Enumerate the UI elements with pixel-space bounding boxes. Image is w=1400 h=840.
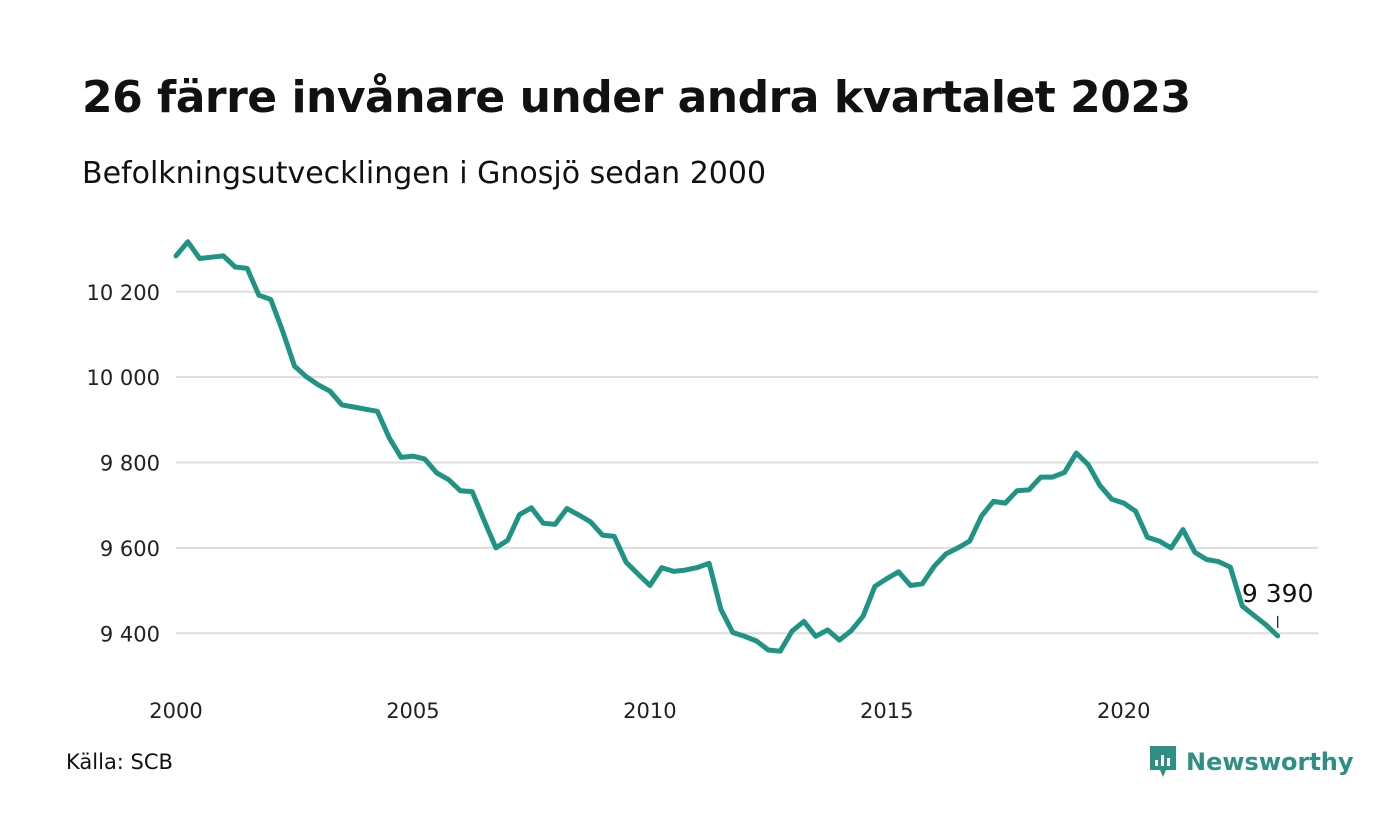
y-tick-label: 9 600 (100, 537, 160, 561)
y-tick-label: 9 800 (100, 452, 160, 476)
y-tick-label: 10 200 (87, 281, 160, 305)
y-tick-label: 10 000 (87, 366, 160, 390)
x-axis: 2000 2005 2010 2015 2020 (149, 699, 1150, 723)
series-line-population (173, 239, 1281, 654)
end-value-label: 9 390 (1242, 579, 1314, 608)
newsworthy-logo-icon (1150, 746, 1176, 777)
grid-lines (176, 290, 1318, 635)
x-tick-label: 2000 (149, 699, 202, 723)
brand-logo: Newsworthy (1148, 744, 1354, 780)
source-note: Källa: SCB (66, 750, 173, 774)
chart-title: 26 färre invånare under andra kvartalet … (82, 72, 1191, 123)
y-tick-label: 9 400 (100, 622, 160, 646)
chart-subtitle: Befolkningsutvecklingen i Gnosjö sedan 2… (82, 156, 767, 191)
y-axis: 9 400 9 600 9 800 10 000 10 200 (87, 281, 160, 647)
end-annotation: 9 390 (1242, 579, 1314, 628)
x-tick-label: 2015 (860, 699, 913, 723)
x-tick-label: 2020 (1097, 699, 1150, 723)
brand-name: Newsworthy (1186, 748, 1354, 776)
x-tick-label: 2010 (623, 699, 676, 723)
x-tick-label: 2005 (386, 699, 439, 723)
